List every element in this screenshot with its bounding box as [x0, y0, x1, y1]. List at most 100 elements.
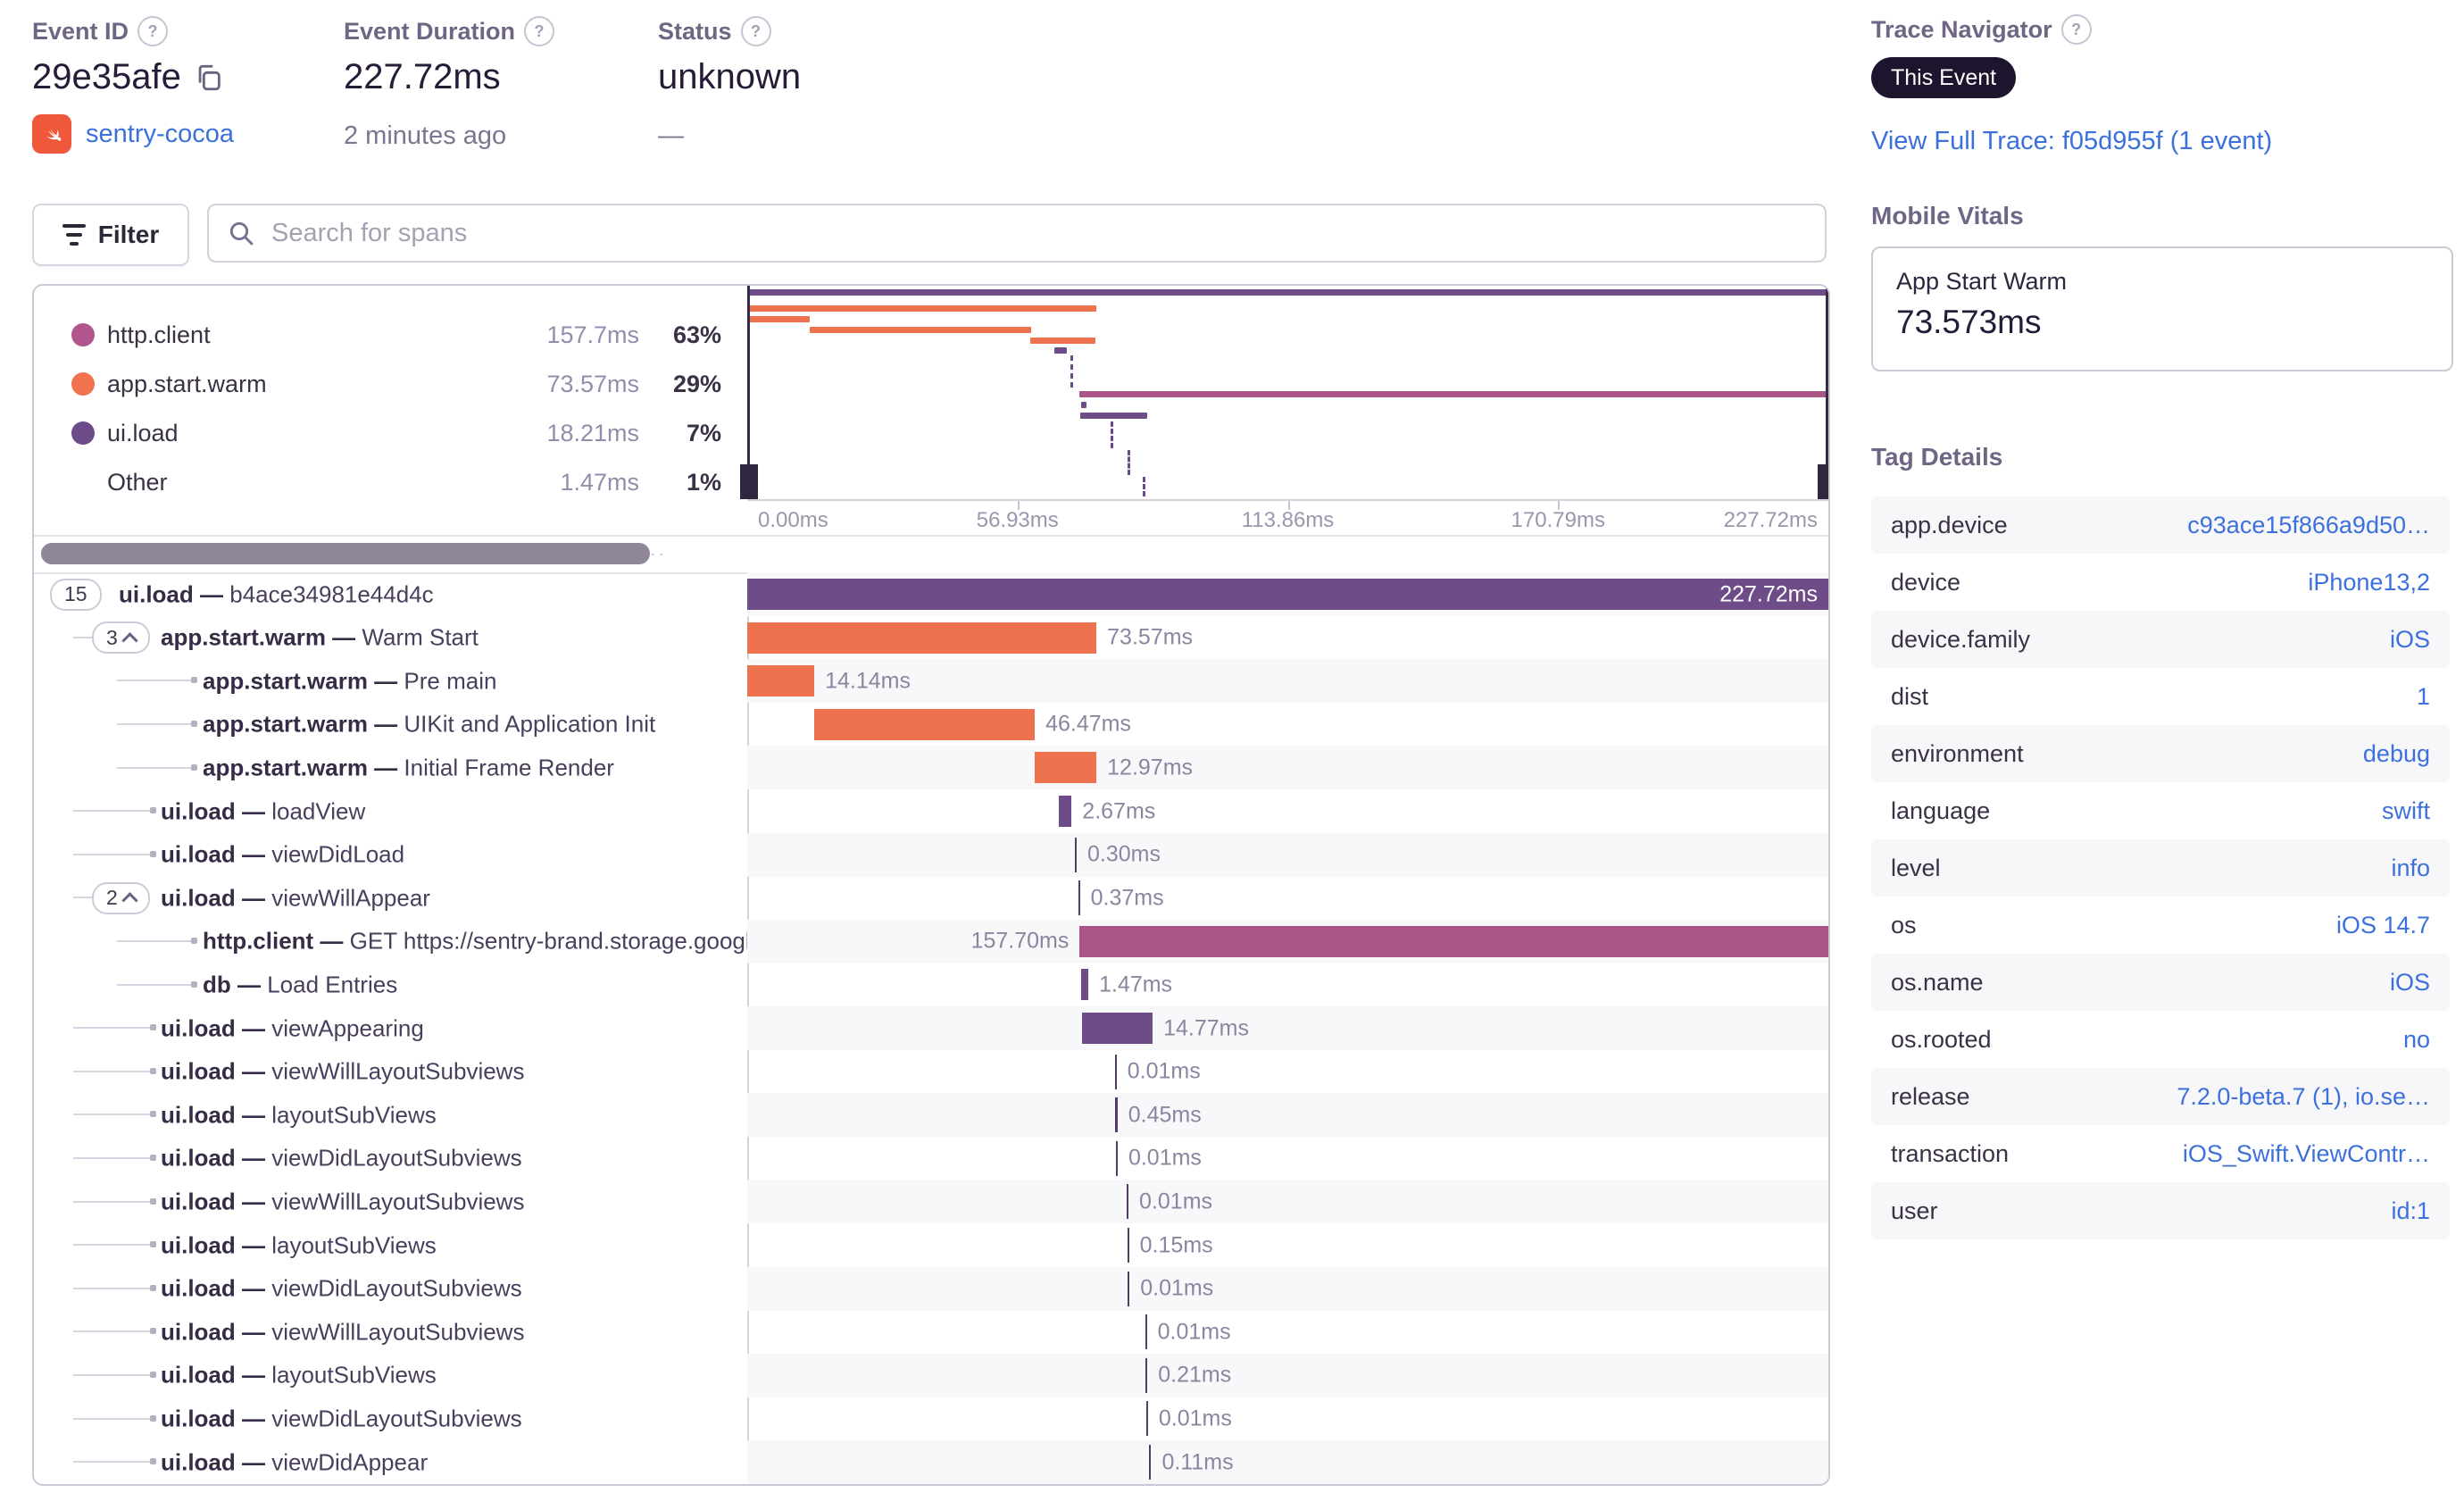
span-tree-row[interactable]: ui.load — viewWillLayoutSubviews [34, 1310, 747, 1354]
waterfall-row[interactable]: 0.01ms [747, 1397, 1828, 1440]
span-tree-row[interactable]: db — Load Entries [34, 963, 747, 1006]
span-duration-bar[interactable] [1082, 1013, 1153, 1044]
span-duration-bar[interactable] [814, 708, 1036, 740]
tag-value-link[interactable]: swift [2382, 797, 2430, 824]
waterfall-row[interactable]: 0.30ms [747, 832, 1828, 877]
span-tree-row[interactable]: app.start.warm — Pre main [34, 659, 747, 703]
help-icon[interactable]: ? [740, 16, 771, 46]
span-duration-bar[interactable] [1058, 796, 1072, 827]
span-duration-bar[interactable] [1081, 969, 1089, 1001]
mobile-vitals-card[interactable]: App Start Warm 73.573ms [1871, 246, 2453, 371]
span-duration-bar[interactable] [1127, 1228, 1129, 1263]
waterfall-row[interactable]: 0.01ms [747, 1137, 1828, 1180]
span-children-badge[interactable]: 15 [50, 578, 102, 611]
span-duration-bar[interactable] [1145, 1357, 1148, 1393]
span-tree-row[interactable]: ui.load — layoutSubViews [34, 1093, 747, 1137]
waterfall-row[interactable]: 0.01ms [747, 1266, 1828, 1311]
span-tree-row[interactable]: ui.load — loadView [34, 789, 747, 833]
span-tree-row[interactable]: ui.load — viewDidLayoutSubviews [34, 1397, 747, 1440]
waterfall-row[interactable]: 0.11ms [747, 1440, 1828, 1484]
view-full-trace-link[interactable]: View Full Trace: f05d955f (1 event) [1871, 127, 2273, 155]
legend-row[interactable]: http.client 157.7ms 63% [34, 311, 747, 359]
span-duration-bar[interactable] [1115, 1140, 1118, 1176]
span-tree-row[interactable]: ui.load — viewDidAppear [34, 1440, 747, 1484]
span-tree-row[interactable]: ui.load — layoutSubViews [34, 1354, 747, 1397]
legend-row[interactable]: app.start.warm 73.57ms 29% [34, 360, 747, 408]
span-tree-row[interactable]: 15 ui.load — b4ace34981e44d4c [34, 572, 747, 616]
tag-value-link[interactable]: debug [2362, 739, 2430, 767]
copy-icon[interactable] [194, 63, 224, 93]
waterfall-row[interactable]: 0.01ms [747, 1310, 1828, 1354]
span-duration-bar[interactable] [1149, 1445, 1152, 1480]
minimap-left-handle[interactable] [740, 464, 758, 499]
help-icon[interactable]: ? [137, 16, 169, 46]
waterfall-row[interactable]: 14.14ms [747, 659, 1828, 704]
span-duration-bar[interactable] [1145, 1314, 1147, 1350]
tag-value-link[interactable]: no [2402, 1025, 2430, 1053]
waterfall-row[interactable]: 1.47ms [747, 963, 1828, 1006]
span-children-badge[interactable]: 2 [92, 881, 150, 914]
legend-row[interactable]: ui.load 18.21ms 7% [34, 409, 747, 457]
span-duration-bar[interactable] [1079, 925, 1828, 957]
waterfall-row[interactable]: 227.72ms [747, 572, 1828, 616]
span-duration-bar[interactable] [747, 621, 1097, 654]
waterfall-row[interactable]: 2.67ms [747, 789, 1828, 833]
tag-value-link[interactable]: id:1 [2391, 1197, 2430, 1224]
span-tree-row[interactable]: ui.load — viewDidLayoutSubviews [34, 1137, 747, 1180]
span-children-badge[interactable]: 3 [92, 621, 150, 655]
span-duration-bar[interactable] [1128, 1271, 1130, 1306]
trace-minimap[interactable] [740, 286, 1828, 499]
span-tree-row[interactable]: ui.load — layoutSubViews [34, 1223, 747, 1267]
filter-button[interactable]: Filter [32, 204, 189, 266]
span-duration-bar[interactable] [1074, 837, 1077, 872]
span-duration-bar[interactable]: 227.72ms [747, 579, 1828, 610]
waterfall-row[interactable]: 0.01ms [747, 1180, 1828, 1224]
waterfall-row[interactable]: 0.21ms [747, 1353, 1828, 1397]
span-duration-bar[interactable] [1115, 1097, 1118, 1133]
tag-value-link[interactable]: iPhone13,2 [2308, 568, 2430, 596]
waterfall-row[interactable]: 0.01ms [747, 1050, 1828, 1094]
waterfall-row[interactable]: 46.47ms [747, 703, 1828, 746]
horizontal-scrollbar-thumb[interactable] [41, 543, 650, 564]
tag-value-link[interactable]: iOS_Swift.ViewContr… [2182, 1139, 2430, 1167]
help-icon[interactable]: ? [524, 16, 555, 46]
tag-value-link[interactable]: c93ace15f866a9d50… [2187, 511, 2430, 538]
help-icon[interactable]: ? [2060, 14, 2092, 45]
span-duration-bar[interactable] [1145, 1401, 1148, 1437]
span-tree-row[interactable]: 2 ui.load — viewWillAppear [34, 876, 747, 920]
span-tree-row[interactable]: ui.load — viewWillLayoutSubviews [34, 1050, 747, 1094]
span-tree-row[interactable]: 3 app.start.warm — Warm Start [34, 616, 747, 660]
project-link[interactable]: sentry-cocoa [86, 119, 235, 148]
tag-value-link[interactable]: iOS [2389, 968, 2430, 996]
tag-value-link[interactable]: 1 [2416, 682, 2430, 710]
legend-row[interactable]: Other 1.47ms 1% [34, 458, 747, 506]
span-duration-bar[interactable] [1114, 1054, 1117, 1089]
tag-value-link[interactable]: info [2391, 854, 2430, 881]
waterfall-row[interactable]: 14.77ms [747, 1006, 1828, 1050]
span-duration-bar[interactable] [1035, 752, 1097, 784]
span-tree-row[interactable]: ui.load — viewWillLayoutSubviews [34, 1180, 747, 1223]
tag-value-link[interactable]: iOS 14.7 [2335, 911, 2430, 938]
waterfall-row[interactable]: 73.57ms [747, 616, 1828, 660]
waterfall-row[interactable]: 0.15ms [747, 1223, 1828, 1267]
tag-value-link[interactable]: iOS [2389, 625, 2430, 653]
span-duration-bar[interactable] [1127, 1184, 1129, 1220]
span-tree-row[interactable]: ui.load — viewDidLoad [34, 833, 747, 877]
tag-value-link[interactable]: 7.2.0-beta.7 (1), io.se… [2177, 1082, 2430, 1110]
span-tree-row[interactable]: ui.load — viewDidLayoutSubviews [34, 1267, 747, 1311]
span-duration-bar[interactable] [1078, 880, 1080, 916]
waterfall-row[interactable]: 0.37ms [747, 876, 1828, 920]
span-tree-row[interactable]: app.start.warm — UIKit and Application I… [34, 703, 747, 746]
waterfall-row[interactable]: 0.45ms [747, 1093, 1828, 1138]
span-duration-bar[interactable] [747, 665, 815, 697]
span-tree-row[interactable]: http.client — GET https://sentry-brand.s… [34, 920, 747, 963]
span-tree-row[interactable]: app.start.warm — Initial Frame Render [34, 746, 747, 789]
minimap-right-handle[interactable] [1818, 464, 1828, 499]
span-tree-row[interactable]: ui.load — viewAppearing [34, 1006, 747, 1050]
minimap-left-edge[interactable] [747, 286, 750, 499]
this-event-badge[interactable]: This Event [1871, 57, 2017, 98]
waterfall-row[interactable]: 12.97ms [747, 746, 1828, 790]
search-input[interactable] [270, 217, 1807, 249]
minimap-right-edge[interactable] [1826, 286, 1828, 499]
waterfall-row[interactable]: 157.70ms [747, 919, 1828, 963]
